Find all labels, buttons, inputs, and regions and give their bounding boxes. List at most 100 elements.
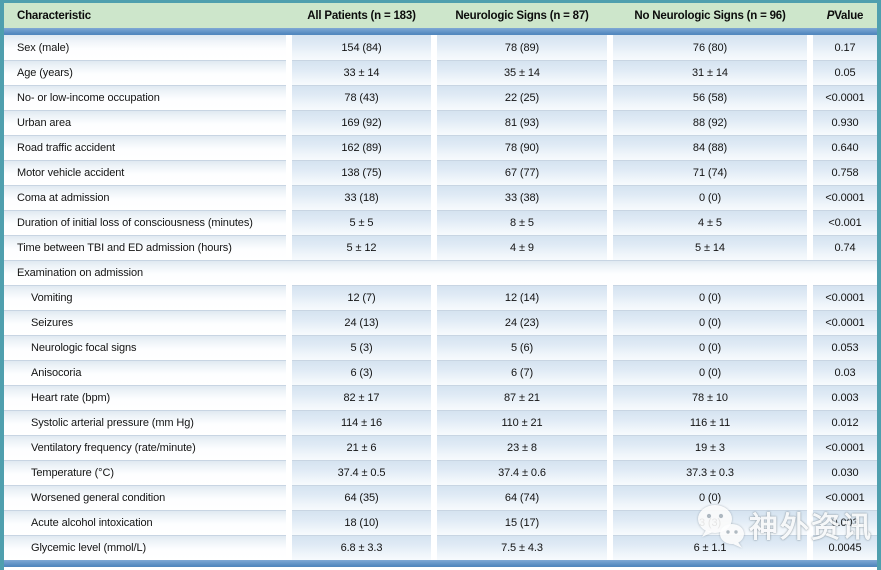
value-cell: 87 ± 21 [437,385,607,410]
value-cell: 0 (0) [613,360,807,385]
value-cell: 78 (90) [437,135,607,160]
row-label: Systolic arterial pressure (mm Hg) [4,410,286,435]
p-value-cell: <0.0001 [813,310,877,335]
value-cell: 37.4 ± 0.5 [292,460,431,485]
value-cell: 0 (0) [613,185,807,210]
value-cell: 64 (35) [292,485,431,510]
value-cell: 67 (77) [437,160,607,185]
value-cell: 6 (7) [437,360,607,385]
p-value-cell: <0.0001 [813,485,877,510]
table-row: Acute alcohol intoxication 18 (10) 15 (17)… [4,510,877,535]
column-header-p-value: P Value [813,3,877,28]
p-value-cell: <0.001 [813,210,877,235]
p-value-cell: 0.0045 [813,535,877,560]
table-row: Duration of initial loss of consciousnes… [4,210,877,235]
row-label: Glycemic level (mmol/L) [4,535,286,560]
row-label: Urban area [4,110,286,135]
value-cell: 12 (14) [437,285,607,310]
table-row: Time between TBI and ED admission (hours… [4,235,877,260]
p-value-cell: 0.758 [813,160,877,185]
row-label: Vomiting [4,285,286,310]
value-cell: 138 (75) [292,160,431,185]
table-row: Glycemic level (mmol/L) 6.8 ± 3.3 7.5 ± 4.… [4,535,877,560]
row-label: Duration of initial loss of consciousnes… [4,210,286,235]
row-label: Coma at admission [4,185,286,210]
row-label: Neurologic focal signs [4,335,286,360]
table-row: Systolic arterial pressure (mm Hg) 114 ± … [4,410,877,435]
p-value-cell: 0.74 [813,235,877,260]
table-row: Neurologic focal signs 5 (3) 5 (6) 0 (0) 0.0… [4,335,877,360]
row-label: Anisocoria [4,360,286,385]
bottom-bar [4,560,877,567]
value-cell: 6.8 ± 3.3 [292,535,431,560]
value-cell: 24 (13) [292,310,431,335]
value-cell: 35 ± 14 [437,60,607,85]
value-cell: 33 ± 14 [292,60,431,85]
p-value-cell: <0.0001 [813,85,877,110]
value-cell: 78 ± 10 [613,385,807,410]
value-cell: 5 (6) [437,335,607,360]
table-body: Sex (male) 154 (84) 78 (89) 76 (80) 0.17 Age … [4,35,877,560]
value-cell: 12 (7) [292,285,431,310]
value-cell: 76 (80) [613,35,807,60]
value-cell: 0 (0) [613,285,807,310]
value-cell: 4 ± 5 [613,210,807,235]
value-cell: 7.5 ± 4.3 [437,535,607,560]
value-cell: 0 (0) [613,485,807,510]
value-cell: 3 (3) [613,510,807,535]
value-cell: 56 (58) [613,85,807,110]
value-cell: 23 ± 8 [437,435,607,460]
table-row: Age (years) 33 ± 14 35 ± 14 31 ± 14 0.05 [4,60,877,85]
p-value-cell: 0.930 [813,110,877,135]
value-cell: 5 ± 14 [613,235,807,260]
column-header-no-neurologic-signs: No Neurologic Signs (n = 96) [634,9,786,22]
value-cell: 78 (43) [292,85,431,110]
value-cell: 71 (74) [613,160,807,185]
row-label: Acute alcohol intoxication [4,510,286,535]
p-value-cell: 0.03 [813,360,877,385]
section-row: Examination on admission [4,260,877,285]
p-value-rest: Value [834,9,864,22]
value-cell: 8 ± 5 [437,210,607,235]
row-label: Worsened general condition [4,485,286,510]
p-value-cell: 0.640 [813,135,877,160]
table-row: Heart rate (bpm) 82 ± 17 87 ± 21 78 ± 10 0.0… [4,385,877,410]
value-cell: 110 ± 21 [437,410,607,435]
value-cell: 21 ± 6 [292,435,431,460]
p-value-cell: 0.012 [813,410,877,435]
row-label: Time between TBI and ED admission (hours… [4,235,286,260]
table-row: Motor vehicle accident 138 (75) 67 (77) 71 … [4,160,877,185]
row-label: No- or low-income occupation [4,85,286,110]
p-value-cell: 0.053 [813,335,877,360]
value-cell: 37.3 ± 0.3 [613,460,807,485]
table-row: Coma at admission 33 (18) 33 (38) 0 (0) <0.0… [4,185,877,210]
value-cell: 6 (3) [292,360,431,385]
p-value-cell: 0.17 [813,35,877,60]
value-cell: 6 ± 1.1 [613,535,807,560]
p-value-cell: 0.003 [813,510,877,535]
value-cell: 169 (92) [292,110,431,135]
value-cell: 37.4 ± 0.6 [437,460,607,485]
table-row: Road traffic accident 162 (89) 78 (90) 84 (… [4,135,877,160]
value-cell: 84 (88) [613,135,807,160]
value-cell: 0 (0) [613,335,807,360]
section-label: Examination on admission [4,260,877,285]
table-row: No- or low-income occupation 78 (43) 22 (2… [4,85,877,110]
p-value-cell: <0.0001 [813,285,877,310]
p-value-cell: 0.05 [813,60,877,85]
table-row: Ventilatory frequency (rate/minute) 21 ± … [4,435,877,460]
value-cell: 162 (89) [292,135,431,160]
row-label: Heart rate (bpm) [4,385,286,410]
value-cell: 22 (25) [437,85,607,110]
value-cell: 114 ± 16 [292,410,431,435]
row-label: Road traffic accident [4,135,286,160]
table-row: Vomiting 12 (7) 12 (14) 0 (0) <0.0001 [4,285,877,310]
p-value-cell: <0.0001 [813,185,877,210]
table-row: Urban area 169 (92) 81 (93) 88 (92) 0.930 [4,110,877,135]
value-cell: 33 (38) [437,185,607,210]
value-cell: 18 (10) [292,510,431,535]
value-cell: 5 ± 5 [292,210,431,235]
table-row: Sex (male) 154 (84) 78 (89) 76 (80) 0.17 [4,35,877,60]
p-value-cell: 0.003 [813,385,877,410]
